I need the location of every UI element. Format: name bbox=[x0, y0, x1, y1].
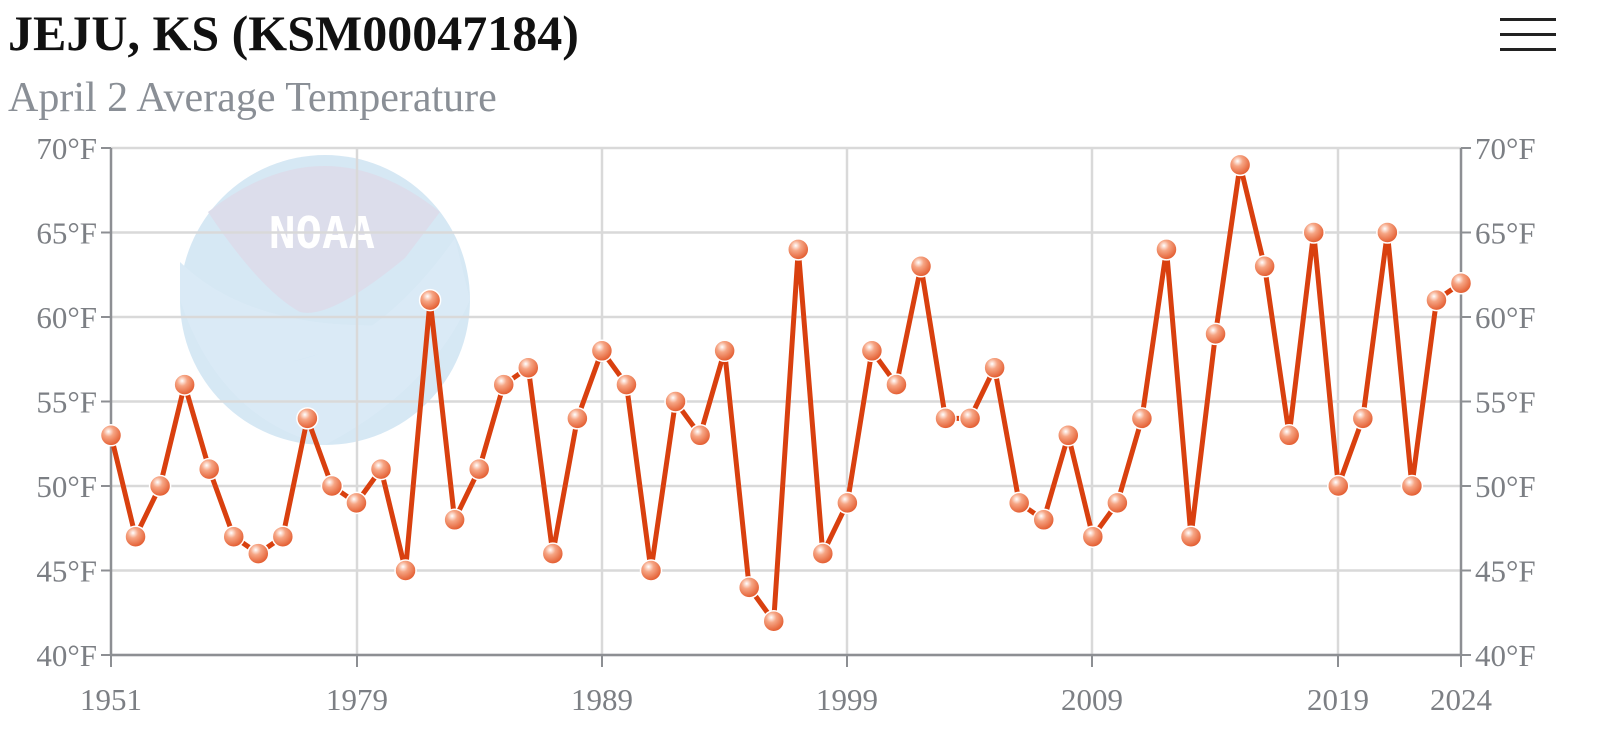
y-tick-label-right: 65°F bbox=[1475, 216, 1536, 251]
y-tick-label-left: 50°F bbox=[36, 469, 97, 504]
data-point[interactable] bbox=[1155, 238, 1178, 261]
data-point[interactable] bbox=[517, 356, 540, 379]
data-point[interactable] bbox=[1106, 491, 1129, 515]
data-point[interactable] bbox=[173, 373, 196, 396]
y-tick-label-left: 70°F bbox=[36, 131, 97, 166]
data-point[interactable] bbox=[713, 339, 736, 363]
data-point[interactable] bbox=[836, 491, 859, 515]
data-point[interactable] bbox=[787, 238, 810, 261]
y-tick-label-right: 55°F bbox=[1475, 385, 1536, 420]
data-point[interactable] bbox=[345, 491, 368, 515]
hamburger-menu-icon[interactable] bbox=[1500, 14, 1556, 54]
axes bbox=[101, 147, 1471, 667]
data-point[interactable] bbox=[222, 525, 245, 548]
x-tick-label: 1979 bbox=[326, 682, 388, 717]
data-point[interactable] bbox=[467, 457, 491, 481]
x-tick-label: 1999 bbox=[816, 682, 878, 717]
data-point[interactable] bbox=[320, 474, 344, 498]
data-point[interactable] bbox=[615, 373, 638, 396]
tick-labels: 40°F 40°F 45°F 45°F 50°F 50°F 55°F 55°F 60°F 60°F… bbox=[36, 131, 1535, 717]
data-point[interactable] bbox=[590, 339, 614, 363]
data-point[interactable] bbox=[860, 339, 884, 363]
data-point[interactable] bbox=[934, 407, 957, 430]
data-point[interactable] bbox=[1007, 491, 1031, 515]
y-tick-label-right: 50°F bbox=[1475, 469, 1536, 504]
data-point[interactable] bbox=[737, 576, 761, 599]
y-tick-label-left: 65°F bbox=[36, 216, 97, 251]
data-point[interactable] bbox=[1057, 424, 1080, 447]
data-point[interactable] bbox=[958, 407, 982, 430]
data-point[interactable] bbox=[566, 407, 589, 430]
data-point[interactable] bbox=[1376, 221, 1399, 244]
data-point[interactable] bbox=[541, 542, 565, 565]
data-point[interactable] bbox=[909, 255, 933, 278]
data-point[interactable] bbox=[1081, 525, 1105, 548]
data-point[interactable] bbox=[1400, 474, 1424, 498]
noaa-logo-wave bbox=[180, 238, 470, 445]
data-point[interactable] bbox=[247, 542, 270, 565]
data-point[interactable] bbox=[762, 609, 785, 633]
noaa-logo-top bbox=[208, 166, 440, 313]
data-point[interactable] bbox=[148, 474, 172, 498]
data-point[interactable] bbox=[639, 559, 663, 582]
x-tick-label: 1951 bbox=[80, 682, 142, 717]
data-point[interactable] bbox=[197, 457, 221, 481]
data-point[interactable] bbox=[1204, 322, 1227, 346]
data-point[interactable] bbox=[418, 288, 442, 312]
y-tick-label-left: 40°F bbox=[36, 638, 97, 673]
data-point[interactable] bbox=[1253, 255, 1276, 278]
chart-subtitle: April 2 Average Temperature bbox=[8, 75, 497, 121]
data-point[interactable] bbox=[124, 525, 147, 548]
x-tick-label: 1989 bbox=[571, 682, 633, 717]
x-tick-label: 2019 bbox=[1307, 682, 1369, 717]
data-point[interactable] bbox=[1449, 271, 1473, 295]
y-tick-label-right: 70°F bbox=[1475, 131, 1536, 166]
data-point[interactable] bbox=[99, 424, 123, 447]
x-tick-label: 2024 bbox=[1430, 682, 1493, 717]
y-tick-label-left: 45°F bbox=[36, 554, 97, 589]
y-tick-label-right: 60°F bbox=[1475, 300, 1536, 335]
data-point[interactable] bbox=[443, 508, 466, 532]
data-point[interactable] bbox=[369, 457, 393, 481]
data-points[interactable] bbox=[99, 153, 1473, 633]
data-point[interactable] bbox=[811, 542, 835, 565]
data-point[interactable] bbox=[296, 407, 319, 430]
data-point[interactable] bbox=[885, 373, 908, 396]
data-point[interactable] bbox=[1327, 474, 1350, 498]
page-title: JEJU, KS (KSM00047184) bbox=[8, 5, 579, 61]
data-point[interactable] bbox=[1277, 424, 1301, 447]
data-point[interactable] bbox=[492, 373, 515, 396]
x-tick-label: 2009 bbox=[1061, 682, 1123, 717]
data-point[interactable] bbox=[1032, 508, 1055, 532]
data-point[interactable] bbox=[688, 424, 712, 447]
y-tick-label-left: 55°F bbox=[36, 385, 97, 420]
data-point[interactable] bbox=[664, 390, 687, 413]
data-point[interactable] bbox=[1425, 288, 1448, 312]
y-tick-label-left: 60°F bbox=[36, 300, 97, 335]
data-point[interactable] bbox=[1130, 407, 1154, 430]
data-point[interactable] bbox=[1179, 525, 1203, 548]
data-point[interactable] bbox=[394, 559, 417, 582]
y-tick-label-right: 45°F bbox=[1475, 554, 1536, 589]
data-point[interactable] bbox=[1351, 407, 1375, 430]
data-point[interactable] bbox=[983, 356, 1006, 379]
data-point[interactable] bbox=[1302, 221, 1325, 244]
y-tick-label-right: 40°F bbox=[1475, 638, 1536, 673]
data-point[interactable] bbox=[271, 525, 295, 548]
data-point[interactable] bbox=[1228, 153, 1252, 177]
